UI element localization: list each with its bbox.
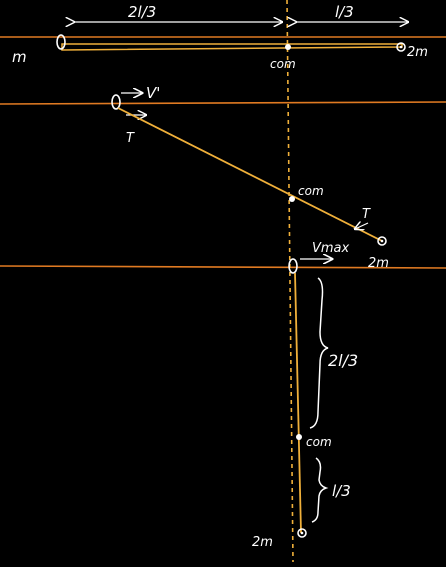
top-mass-right-dot (399, 45, 403, 49)
mid-pivot-ring (111, 94, 121, 110)
mid-mass-right-ring (377, 236, 387, 246)
rail-bottom (0, 265, 446, 269)
top-com-dot (285, 44, 291, 50)
mid-mass-right-dot (380, 239, 384, 243)
bot-velocity-label: Vmax (312, 241, 350, 256)
mid-com-dot (289, 196, 295, 202)
mid-rod (117, 107, 383, 242)
top-mass-right-label: 2m (407, 45, 428, 60)
top-label-2l3: 2l/3 (128, 3, 156, 21)
mid-velocity-label: V' (146, 84, 160, 102)
top-rod (61, 43, 403, 51)
top-mass-left-label: m (12, 48, 27, 66)
bot-com-label: com (306, 435, 332, 449)
mid-tension-arrow-right (355, 223, 369, 229)
bot-label-2l3: 2l/3 (328, 351, 358, 370)
bot-mass-label: 2m (252, 535, 273, 550)
top-mass-right-ring (396, 42, 406, 52)
bot-label-l3: l/3 (332, 482, 351, 500)
mid-tension-right-label: T (362, 207, 371, 222)
top-com-label: com (270, 57, 296, 71)
bot-pivot-ring (288, 258, 298, 274)
bot-brace-lower (311, 457, 329, 523)
com-axis (286, 0, 294, 563)
bot-mass-dot (300, 531, 304, 535)
bot-brace-upper (309, 277, 329, 429)
top-label-l3: l/3 (335, 3, 354, 21)
mid-com-label: com (298, 184, 324, 198)
mid-tension-left-label: T (126, 131, 135, 146)
top-mass-left-ring (56, 34, 66, 50)
mid-mass-right-label: 2m (368, 256, 389, 271)
bot-rod (294, 272, 302, 534)
bot-mass-ring (297, 528, 307, 538)
rail-middle (0, 101, 446, 105)
bot-com-dot (296, 434, 302, 440)
